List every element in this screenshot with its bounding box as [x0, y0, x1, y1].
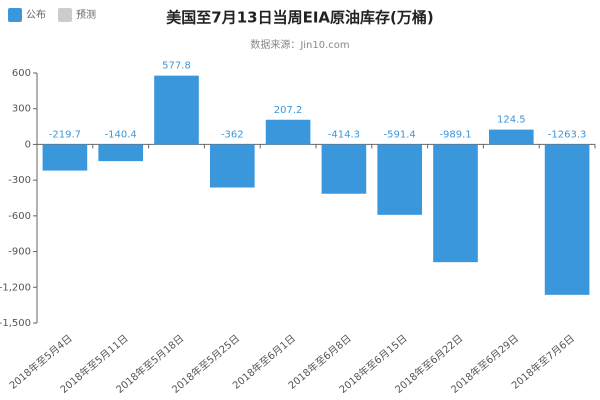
value-label: -414.3 [328, 129, 360, 140]
bar [488, 129, 534, 145]
bar [42, 144, 88, 171]
value-label: -1263.3 [548, 129, 587, 140]
value-label: -591.4 [384, 129, 416, 140]
value-label: -362 [221, 129, 244, 140]
y-tick-label: -900 [8, 247, 31, 258]
value-label: -989.1 [439, 129, 471, 140]
bar [265, 119, 311, 145]
y-tick-label: 300 [12, 104, 31, 115]
chart-subtitle: 数据来源：Jin10.com [250, 38, 349, 51]
bar [433, 144, 478, 263]
y-tick-label: -600 [8, 211, 31, 222]
bar [321, 144, 367, 194]
bar [544, 144, 590, 295]
bar [377, 144, 423, 215]
chart-title: 美国至7月13日当周EIA原油库存(万桶) [166, 9, 433, 27]
value-label: -219.7 [49, 129, 81, 140]
bar [154, 75, 199, 145]
y-tick-label: 0 [25, 139, 31, 150]
y-tick-label: -300 [8, 175, 31, 186]
value-label: 124.5 [497, 115, 526, 126]
legend-swatch [58, 8, 72, 22]
value-label: 577.8 [162, 61, 191, 72]
legend-label: 预测 [76, 8, 96, 21]
y-tick-label: -1,200 [0, 282, 31, 293]
value-label: -140.4 [105, 129, 137, 140]
value-label: 207.2 [274, 105, 303, 116]
legend-label: 公布 [26, 9, 46, 21]
bar [98, 144, 144, 162]
y-tick-label: 600 [12, 68, 31, 79]
bar [209, 144, 255, 188]
legend-swatch [8, 8, 22, 22]
y-tick-label: -1,500 [0, 318, 31, 329]
